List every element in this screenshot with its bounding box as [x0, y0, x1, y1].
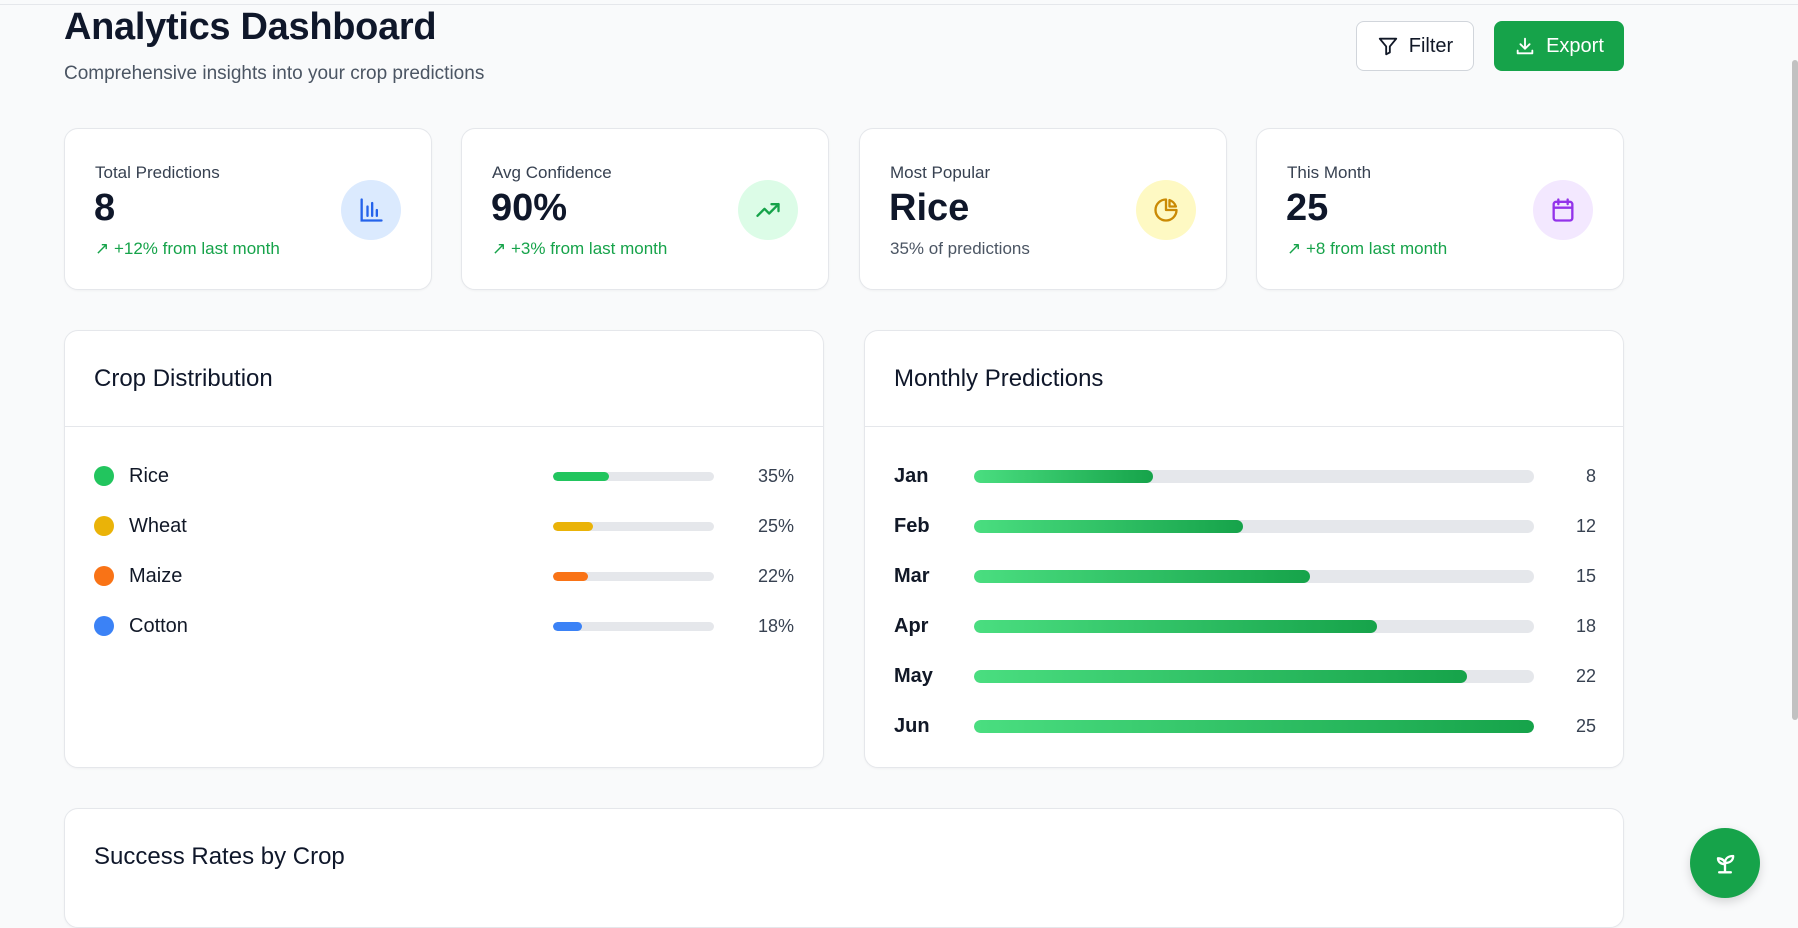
stat-note: ↗ +3% from last month [492, 239, 668, 258]
month-bar [974, 520, 1243, 533]
month-bar-track [974, 570, 1534, 583]
month-bar-track [974, 670, 1534, 683]
crop-distribution-title: Crop Distribution [65, 331, 823, 427]
stat-value: 8 [94, 187, 116, 229]
month-count: 8 [1585, 466, 1596, 486]
stat-card-avg-confidence: Avg Confidence 90% ↗ +3% from last month [461, 128, 829, 290]
crop-row: Cotton 18% [94, 614, 794, 638]
month-label: May [894, 665, 933, 687]
month-row: Jun 25 [894, 714, 1596, 738]
month-bar-track [974, 520, 1534, 533]
stat-label: This Month [1287, 163, 1372, 182]
month-row: Mar 15 [894, 564, 1596, 588]
top-border [0, 4, 1798, 5]
crop-percent: 18% [757, 616, 794, 636]
crop-distribution-panel: Crop Distribution Rice 35% Wheat 25% Maize 22… [64, 330, 824, 768]
stat-label: Avg Confidence [492, 163, 612, 182]
month-count: 22 [1575, 666, 1596, 686]
progress-track [553, 472, 714, 481]
stat-card-most-popular: Most Popular Rice 35% of predictions [859, 128, 1227, 290]
stat-card-total-predictions: Total Predictions 8 ↗ +12% from last mon… [64, 128, 432, 290]
crop-percent: 25% [757, 516, 794, 536]
month-bar [974, 720, 1534, 733]
monthly-predictions-title: Monthly Predictions [865, 331, 1623, 427]
month-row: Feb 12 [894, 514, 1596, 538]
stat-label: Total Predictions [95, 163, 220, 182]
legend-dot [94, 466, 114, 486]
month-bar-track [974, 470, 1534, 483]
page-subtitle: Comprehensive insights into your crop pr… [64, 63, 485, 84]
crop-name: Cotton [129, 615, 188, 637]
month-bar [974, 670, 1467, 683]
filter-button[interactable]: Filter [1356, 21, 1474, 71]
month-count: 15 [1575, 566, 1596, 586]
monthly-predictions-panel: Monthly Predictions Jan 8 Feb 12 Mar 15 Apr 18 M… [864, 330, 1624, 768]
progress-fill [553, 622, 582, 631]
progress-track [553, 572, 714, 581]
month-bar [974, 620, 1378, 633]
stat-value: 25 [1286, 187, 1329, 229]
month-count: 12 [1575, 516, 1596, 536]
month-label: Feb [894, 515, 930, 537]
stat-value: 90% [491, 187, 568, 229]
month-row: May 22 [894, 664, 1596, 688]
sprout-icon [1716, 854, 1735, 874]
month-row: Jan 8 [894, 464, 1596, 488]
month-label: Jan [894, 465, 929, 487]
month-label: Apr [894, 615, 929, 637]
export-button-label: Export [1546, 34, 1604, 57]
bar-chart-icon [341, 180, 401, 240]
progress-fill [553, 522, 594, 531]
stat-note: ↗ +8 from last month [1287, 239, 1448, 258]
progress-fill [553, 572, 589, 581]
page-title: Analytics Dashboard [64, 6, 437, 48]
filter-button-label: Filter [1408, 34, 1454, 57]
crop-name: Rice [129, 465, 170, 487]
calendar-icon [1533, 180, 1593, 240]
month-count: 25 [1575, 716, 1596, 736]
download-icon [1516, 37, 1534, 55]
month-bar-track [974, 720, 1534, 733]
progress-fill [553, 472, 610, 481]
legend-dot [94, 616, 114, 636]
pie-chart-icon [1136, 180, 1196, 240]
month-bar-track [974, 620, 1534, 633]
stat-note: ↗ +12% from last month [95, 239, 280, 258]
export-button[interactable]: Export [1494, 21, 1624, 71]
month-label: Mar [894, 565, 930, 587]
progress-track [553, 522, 714, 531]
success-rates-title: Success Rates by Crop [94, 843, 345, 870]
stat-note: 35% of predictions [890, 239, 1030, 258]
stat-card-this-month: This Month 25 ↗ +8 from last month [1256, 128, 1624, 290]
progress-track [553, 622, 714, 631]
month-row: Apr 18 [894, 614, 1596, 638]
stat-value: Rice [889, 187, 970, 229]
crop-percent: 22% [757, 566, 794, 586]
month-bar [974, 570, 1310, 583]
trending-up-icon [738, 180, 798, 240]
crop-name: Wheat [129, 515, 187, 537]
crop-row: Maize 22% [94, 564, 794, 588]
crop-row: Rice 35% [94, 464, 794, 488]
month-label: Jun [894, 715, 930, 737]
stat-label: Most Popular [890, 163, 991, 182]
month-count: 18 [1575, 616, 1596, 636]
crop-name: Maize [129, 565, 183, 587]
plant-fab-button[interactable] [1690, 828, 1760, 898]
success-rates-panel: Success Rates by Crop [64, 808, 1624, 928]
month-bar [974, 470, 1154, 483]
legend-dot [94, 566, 114, 586]
legend-dot [94, 516, 114, 536]
filter-icon [1378, 37, 1397, 56]
crop-percent: 35% [757, 466, 794, 486]
scrollbar[interactable] [1792, 60, 1798, 720]
crop-row: Wheat 25% [94, 514, 794, 538]
